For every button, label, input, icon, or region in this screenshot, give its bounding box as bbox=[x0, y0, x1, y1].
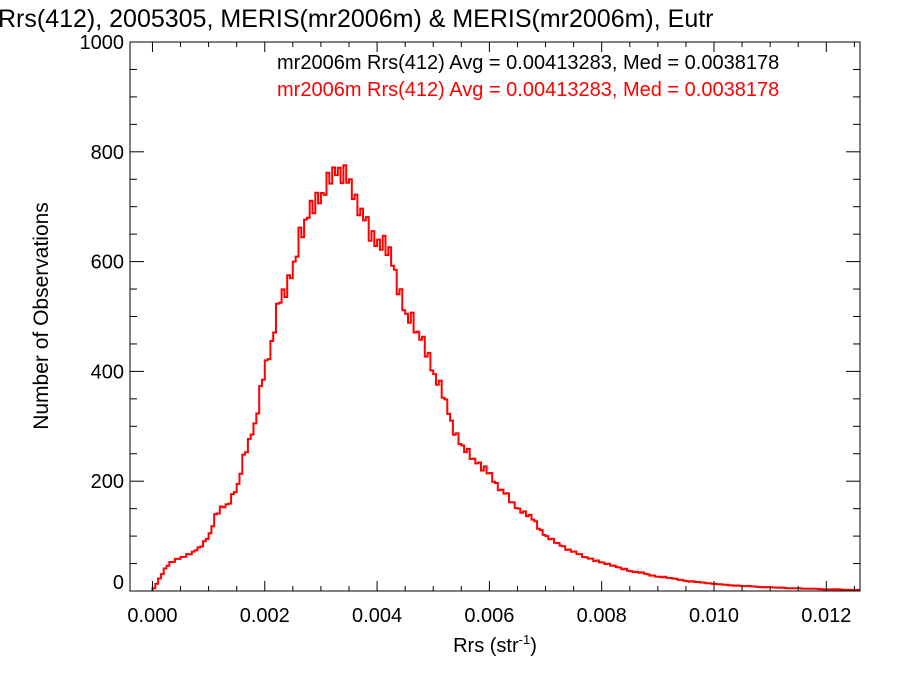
x-tick-label: 0.004 bbox=[352, 605, 402, 627]
x-axis-label: Rrs (str-1) bbox=[453, 632, 537, 657]
y-tick-label: 1000 bbox=[80, 32, 125, 54]
chart-title: Rrs(412), 2005305, MERIS(mr2006m) & MERI… bbox=[0, 5, 714, 33]
series-layer bbox=[151, 164, 860, 591]
y-tick-label: 600 bbox=[91, 252, 124, 274]
histogram-series-line bbox=[151, 164, 860, 591]
y-tick-label: 800 bbox=[91, 142, 124, 164]
x-tick-label: 0.008 bbox=[577, 605, 627, 627]
plot-frame bbox=[129, 41, 861, 592]
x-tick-label: 0.006 bbox=[464, 605, 514, 627]
y-tick-label: 200 bbox=[91, 471, 124, 493]
x-tick-label: 0.002 bbox=[240, 605, 290, 627]
y-tick-label: 400 bbox=[91, 361, 124, 383]
axis-ticks: 0.000 0.002 0.004 0.006 0.008 0.010 0.012 0 200 4… bbox=[80, 32, 860, 627]
x-axis-label-close: ) bbox=[530, 635, 537, 657]
x-tick-label: 0.010 bbox=[689, 605, 739, 627]
y-axis-label: Number of Observations bbox=[30, 202, 53, 430]
y-tick-label: 0 bbox=[113, 572, 124, 594]
x-tick-label: 0.000 bbox=[127, 605, 177, 627]
annotation-black: mr2006m Rrs(412) Avg = 0.00413283, Med =… bbox=[277, 52, 779, 74]
x-axis-label-superscript: -1 bbox=[519, 632, 531, 647]
x-axis-label-main: Rrs (str bbox=[453, 635, 519, 657]
x-tick-label: 0.012 bbox=[801, 605, 851, 627]
annotation-red: mr2006m Rrs(412) Avg = 0.00413283, Med =… bbox=[277, 79, 779, 101]
